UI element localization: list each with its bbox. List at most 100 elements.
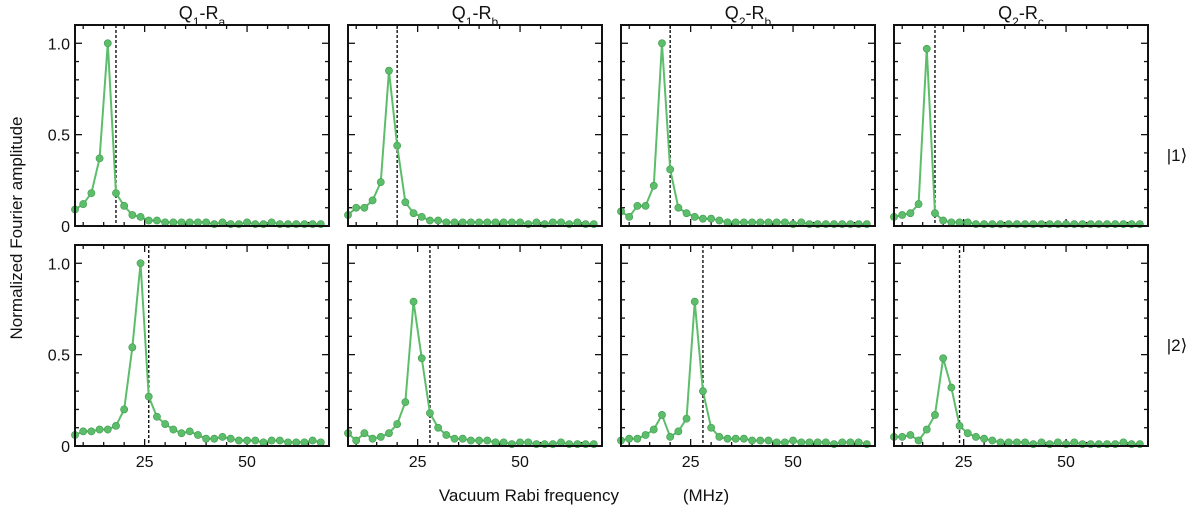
data-point (376, 432, 385, 441)
data-point (467, 218, 475, 227)
data-point (417, 212, 426, 221)
data-point (557, 438, 565, 447)
data-point (789, 436, 797, 445)
data-point (467, 436, 475, 445)
data-point (218, 218, 227, 227)
data-point (483, 218, 492, 227)
data-point (699, 214, 707, 223)
column-title-3: Q2-Rb (725, 3, 772, 29)
data-point (723, 434, 732, 443)
data-point (557, 218, 565, 227)
data-point (360, 429, 369, 438)
panel-r1-c2 (344, 24, 603, 229)
data-point (352, 203, 361, 212)
data-point (1119, 438, 1128, 447)
data-point (401, 198, 410, 207)
data-point (906, 209, 915, 218)
data-point (475, 436, 483, 445)
data-point (906, 431, 915, 439)
data-point (491, 218, 500, 227)
data-point (931, 209, 939, 218)
data-point (633, 434, 642, 443)
data-point (813, 438, 822, 447)
data-point (442, 431, 451, 439)
data-point (226, 434, 235, 443)
data-point (491, 438, 500, 447)
title-text: Q (998, 3, 1012, 23)
panel-frame (74, 24, 330, 227)
data-point (649, 181, 658, 190)
data-point (352, 436, 361, 445)
y-tick-label: 0 (61, 219, 70, 236)
panel-r2-c1: 25 50 0 0.5 1.0 (48, 244, 330, 471)
data-point (963, 429, 972, 438)
panel-frame (74, 244, 330, 447)
data-point (731, 218, 740, 227)
data-point (483, 436, 492, 445)
data-point (674, 427, 683, 436)
data-point (434, 423, 443, 432)
series-line (74, 263, 322, 444)
data-point (748, 436, 756, 445)
title-text: Q (452, 3, 466, 23)
data-point (450, 434, 459, 443)
data-point (267, 436, 276, 445)
data-point (690, 297, 699, 306)
data-point (625, 212, 634, 221)
title-text: -R (1019, 3, 1038, 23)
data-point (169, 218, 178, 227)
data-point (136, 259, 145, 268)
panel-frame (347, 24, 603, 227)
data-point (284, 438, 292, 447)
data-point (723, 218, 732, 227)
column-title-1: Q1-Ra (179, 3, 226, 29)
data-point (458, 434, 467, 443)
data-point (772, 438, 781, 447)
data-point (573, 218, 582, 227)
data-point (210, 434, 219, 443)
data-point (756, 436, 765, 445)
data-point (120, 201, 129, 210)
y-tick-label: 1.0 (48, 256, 70, 273)
data-point (385, 429, 393, 438)
data-point (756, 218, 765, 227)
data-point (898, 211, 907, 219)
data-point (243, 436, 251, 445)
data-point (658, 411, 666, 419)
data-point (516, 218, 524, 227)
data-point (300, 438, 309, 447)
data-point (963, 218, 972, 227)
series-line (74, 43, 321, 226)
panel-frame (893, 24, 1149, 227)
data-point (194, 431, 202, 439)
data-point (699, 387, 707, 396)
data-point (955, 218, 964, 227)
data-point (1013, 438, 1021, 447)
data-point (401, 398, 410, 407)
title-subscript: b (492, 15, 499, 29)
data-point (996, 438, 1005, 447)
title-subscript: a (219, 15, 226, 29)
data-point (368, 434, 377, 443)
x-tick-label: 50 (238, 454, 256, 471)
data-point (666, 432, 675, 441)
data-point (426, 409, 434, 418)
data-point (169, 425, 178, 434)
data-point (144, 392, 153, 401)
y-axis-title: Normalized Fourier amplitude (7, 117, 26, 340)
data-point (202, 218, 210, 227)
data-point (153, 412, 161, 421)
data-point (308, 436, 317, 445)
panel-frame (893, 244, 1149, 447)
data-point (185, 218, 194, 227)
data-point (128, 343, 137, 352)
data-point (144, 216, 153, 225)
panel-r1-c1: 0 0.5 1.0 (48, 24, 330, 236)
data-point (633, 201, 642, 210)
series-line (620, 301, 868, 446)
data-point (499, 218, 508, 227)
data-point (112, 421, 120, 430)
data-point (898, 432, 907, 441)
data-point (707, 214, 716, 223)
column-title-2: Q1-Rb (452, 3, 499, 29)
